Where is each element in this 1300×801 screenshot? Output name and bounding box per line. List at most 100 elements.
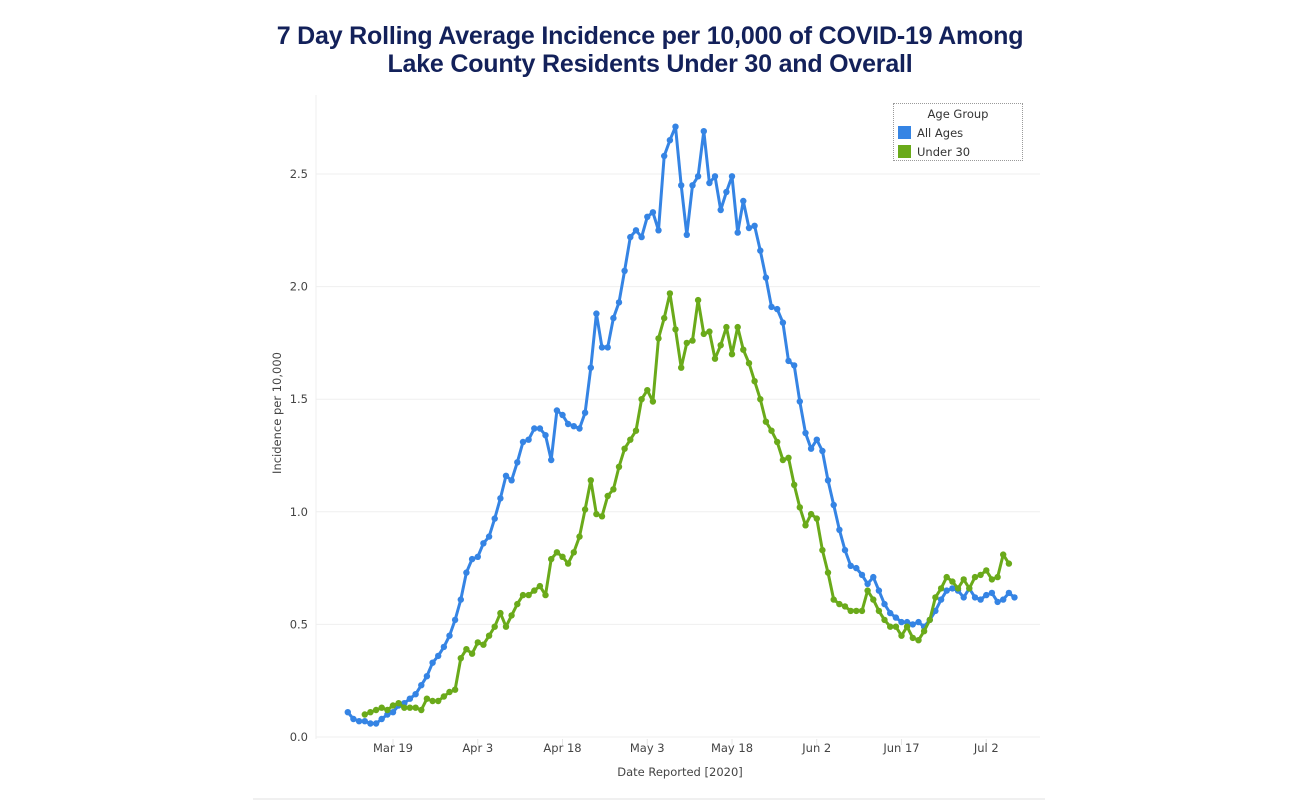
- data-point-all-ages[interactable]: [457, 596, 464, 603]
- data-point-all-ages[interactable]: [723, 188, 730, 196]
- data-point-all-ages[interactable]: [757, 247, 764, 254]
- data-point-under-30[interactable]: [451, 686, 459, 693]
- data-point-under-30[interactable]: [536, 582, 544, 590]
- data-point-all-ages[interactable]: [519, 438, 527, 446]
- data-point-under-30[interactable]: [666, 290, 674, 297]
- data-point-all-ages[interactable]: [706, 179, 713, 187]
- data-point-under-30[interactable]: [757, 396, 764, 403]
- data-point-all-ages[interactable]: [581, 409, 589, 416]
- data-point-under-30[interactable]: [960, 576, 967, 583]
- data-point-all-ages[interactable]: [915, 618, 922, 626]
- data-point-all-ages[interactable]: [745, 224, 753, 232]
- data-point-under-30[interactable]: [644, 387, 651, 394]
- data-point-under-30[interactable]: [836, 600, 843, 608]
- data-point-under-30[interactable]: [785, 454, 792, 461]
- data-point-all-ages[interactable]: [853, 564, 860, 572]
- data-point-all-ages[interactable]: [485, 533, 493, 540]
- data-point-under-30[interactable]: [683, 339, 690, 347]
- data-point-under-30[interactable]: [406, 704, 414, 711]
- data-point-all-ages[interactable]: [661, 152, 668, 160]
- data-point-under-30[interactable]: [542, 591, 549, 599]
- data-point-under-30[interactable]: [824, 569, 832, 576]
- data-point-all-ages[interactable]: [740, 197, 747, 205]
- data-point-under-30[interactable]: [949, 578, 956, 585]
- data-point-all-ages[interactable]: [536, 425, 544, 432]
- data-point-under-30[interactable]: [807, 510, 815, 518]
- data-point-all-ages[interactable]: [559, 411, 566, 419]
- data-point-under-30[interactable]: [892, 623, 900, 630]
- data-point-all-ages[interactable]: [587, 364, 594, 371]
- data-point-all-ages[interactable]: [892, 614, 900, 621]
- data-point-under-30[interactable]: [672, 326, 679, 333]
- data-point-under-30[interactable]: [480, 641, 487, 648]
- data-point-under-30[interactable]: [937, 585, 945, 592]
- data-point-all-ages[interactable]: [649, 209, 657, 216]
- data-point-under-30[interactable]: [751, 378, 758, 385]
- data-point-under-30[interactable]: [717, 342, 724, 349]
- data-point-under-30[interactable]: [898, 632, 905, 639]
- data-point-under-30[interactable]: [983, 567, 990, 574]
- data-point-under-30[interactable]: [768, 427, 775, 434]
- data-point-under-30[interactable]: [875, 607, 883, 615]
- data-point-all-ages[interactable]: [774, 305, 781, 313]
- data-point-all-ages[interactable]: [412, 691, 419, 698]
- data-point-under-30[interactable]: [870, 596, 877, 603]
- data-point-all-ages[interactable]: [615, 299, 623, 306]
- data-point-under-30[interactable]: [378, 704, 385, 711]
- data-point-under-30[interactable]: [519, 591, 527, 599]
- data-point-all-ages[interactable]: [435, 652, 442, 660]
- data-point-under-30[interactable]: [723, 323, 730, 331]
- data-point-under-30[interactable]: [678, 364, 685, 371]
- legend-item-under-30[interactable]: Under 30: [894, 142, 1022, 161]
- data-point-all-ages[interactable]: [502, 472, 510, 479]
- data-point-under-30[interactable]: [796, 504, 803, 511]
- data-point-all-ages[interactable]: [1005, 589, 1013, 597]
- data-point-all-ages[interactable]: [796, 398, 803, 405]
- data-point-all-ages[interactable]: [949, 585, 956, 592]
- data-point-all-ages[interactable]: [937, 596, 945, 603]
- data-point-under-30[interactable]: [694, 296, 702, 304]
- data-point-under-30[interactable]: [994, 573, 1001, 581]
- data-point-all-ages[interactable]: [451, 616, 459, 624]
- data-point-under-30[interactable]: [615, 463, 623, 470]
- data-point-under-30[interactable]: [474, 639, 481, 646]
- data-point-all-ages[interactable]: [570, 423, 577, 430]
- data-point-under-30[interactable]: [502, 623, 510, 630]
- data-point-all-ages[interactable]: [779, 319, 787, 326]
- data-point-under-30[interactable]: [423, 695, 431, 702]
- data-point-all-ages[interactable]: [666, 137, 674, 144]
- data-point-all-ages[interactable]: [610, 314, 617, 322]
- data-point-under-30[interactable]: [361, 711, 368, 718]
- data-point-under-30[interactable]: [638, 396, 645, 403]
- data-point-all-ages[interactable]: [638, 233, 645, 241]
- data-point-all-ages[interactable]: [824, 477, 832, 484]
- data-point-under-30[interactable]: [762, 418, 770, 425]
- data-point-under-30[interactable]: [853, 607, 860, 615]
- data-point-all-ages[interactable]: [858, 571, 866, 579]
- data-point-under-30[interactable]: [514, 600, 521, 608]
- data-point-under-30[interactable]: [632, 427, 640, 434]
- data-point-under-30[interactable]: [559, 553, 566, 560]
- data-point-all-ages[interactable]: [1000, 596, 1007, 603]
- data-point-all-ages[interactable]: [841, 546, 849, 554]
- data-point-under-30[interactable]: [485, 632, 493, 639]
- data-point-under-30[interactable]: [593, 510, 600, 518]
- data-point-under-30[interactable]: [372, 706, 380, 714]
- data-point-under-30[interactable]: [581, 506, 589, 513]
- data-point-all-ages[interactable]: [678, 182, 685, 189]
- data-point-all-ages[interactable]: [909, 621, 916, 628]
- data-point-under-30[interactable]: [429, 697, 436, 705]
- data-point-under-30[interactable]: [858, 607, 866, 615]
- data-point-all-ages[interactable]: [672, 123, 679, 130]
- data-point-all-ages[interactable]: [802, 429, 809, 437]
- data-point-under-30[interactable]: [903, 623, 911, 630]
- data-point-all-ages[interactable]: [791, 362, 798, 369]
- data-point-all-ages[interactable]: [440, 643, 448, 651]
- data-point-all-ages[interactable]: [548, 456, 555, 464]
- data-point-under-30[interactable]: [774, 438, 781, 446]
- data-point-all-ages[interactable]: [361, 718, 368, 725]
- data-point-under-30[interactable]: [598, 513, 606, 520]
- data-point-under-30[interactable]: [435, 697, 442, 705]
- data-point-all-ages[interactable]: [864, 580, 871, 588]
- data-point-all-ages[interactable]: [960, 594, 967, 601]
